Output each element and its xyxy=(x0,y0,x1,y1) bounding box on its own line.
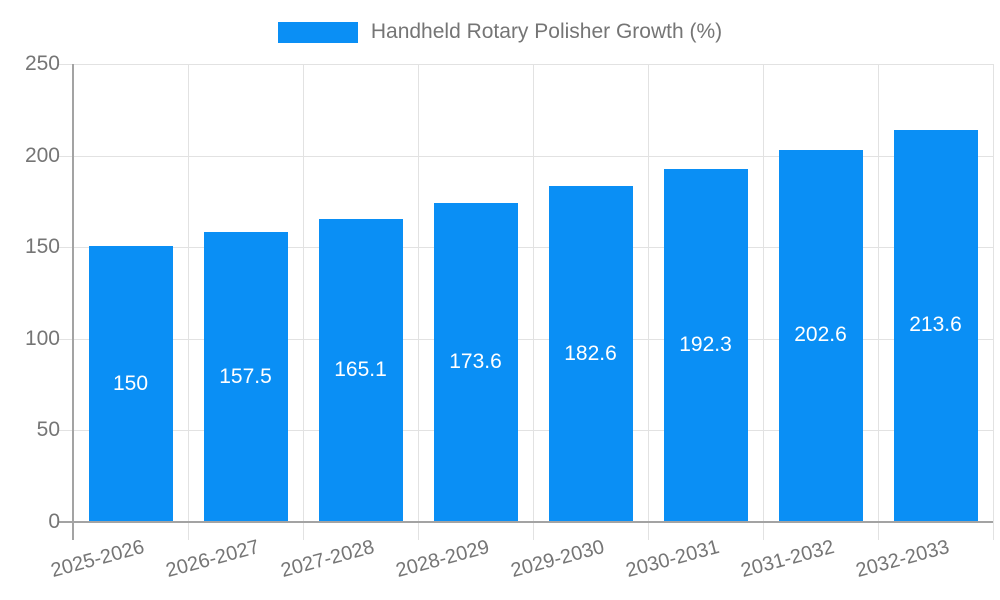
bar-value-label: 202.6 xyxy=(794,323,847,347)
bar-value-label: 213.6 xyxy=(909,313,962,337)
x-tick-label: 2029-2030 xyxy=(508,536,607,583)
vertical-gridline xyxy=(993,64,994,540)
horizontal-gridline xyxy=(58,430,993,432)
vertical-gridline xyxy=(878,64,879,540)
legend-swatch xyxy=(277,21,358,43)
bar[interactable]: 202.6 xyxy=(778,149,863,521)
y-tick-label: 200 xyxy=(24,143,60,167)
y-tick-label: 250 xyxy=(24,52,60,75)
bar[interactable]: 182.6 xyxy=(548,186,633,521)
horizontal-gridline xyxy=(58,247,993,249)
legend-label: Handheld Rotary Polisher Growth (%) xyxy=(370,20,723,43)
bar-value-label: 150 xyxy=(112,371,149,395)
x-tick-label: 2027-2028 xyxy=(278,536,377,583)
vertical-gridline xyxy=(648,64,649,540)
bar[interactable]: 157.5 xyxy=(203,232,288,521)
bar[interactable]: 213.6 xyxy=(893,129,978,521)
y-tick-label: 50 xyxy=(36,418,60,442)
vertical-gridline xyxy=(303,64,304,540)
x-tick-label: 2031-2032 xyxy=(738,536,837,583)
bar[interactable]: 173.6 xyxy=(433,202,518,521)
bar-value-label: 192.3 xyxy=(679,332,732,356)
bar-value-label: 157.5 xyxy=(219,364,272,388)
x-axis-line xyxy=(58,521,993,523)
horizontal-gridline xyxy=(58,338,993,340)
vertical-gridline xyxy=(418,64,419,540)
bar-value-label: 173.6 xyxy=(449,349,502,373)
y-tick-label: 100 xyxy=(24,326,60,350)
y-tick-label: 150 xyxy=(24,235,60,259)
x-tick-label: 2028-2029 xyxy=(393,536,492,583)
vertical-gridline xyxy=(188,64,189,540)
legend[interactable]: Handheld Rotary Polisher Growth (%) xyxy=(0,14,1000,50)
bar[interactable]: 165.1 xyxy=(318,218,403,521)
plot-area: 150 157.5 165.1 173.6 182.6 192.3 202.6 213.6 xyxy=(58,64,994,540)
bar[interactable]: 150 xyxy=(88,246,173,521)
vertical-gridline xyxy=(533,64,534,540)
bar-value-label: 182.6 xyxy=(564,341,617,365)
y-tick-label: 0 xyxy=(48,510,60,533)
horizontal-gridline xyxy=(58,155,993,157)
bar-value-label: 165.1 xyxy=(334,357,387,381)
x-tick-label: 2032-2033 xyxy=(853,536,952,583)
y-axis-line xyxy=(72,64,74,540)
bar[interactable]: 192.3 xyxy=(663,168,748,521)
x-tick-label: 2026-2027 xyxy=(163,536,262,583)
vertical-gridline xyxy=(763,64,764,540)
horizontal-gridline xyxy=(58,64,993,65)
x-tick-label: 2025-2026 xyxy=(48,536,147,583)
x-tick-label: 2030-2031 xyxy=(623,536,722,583)
